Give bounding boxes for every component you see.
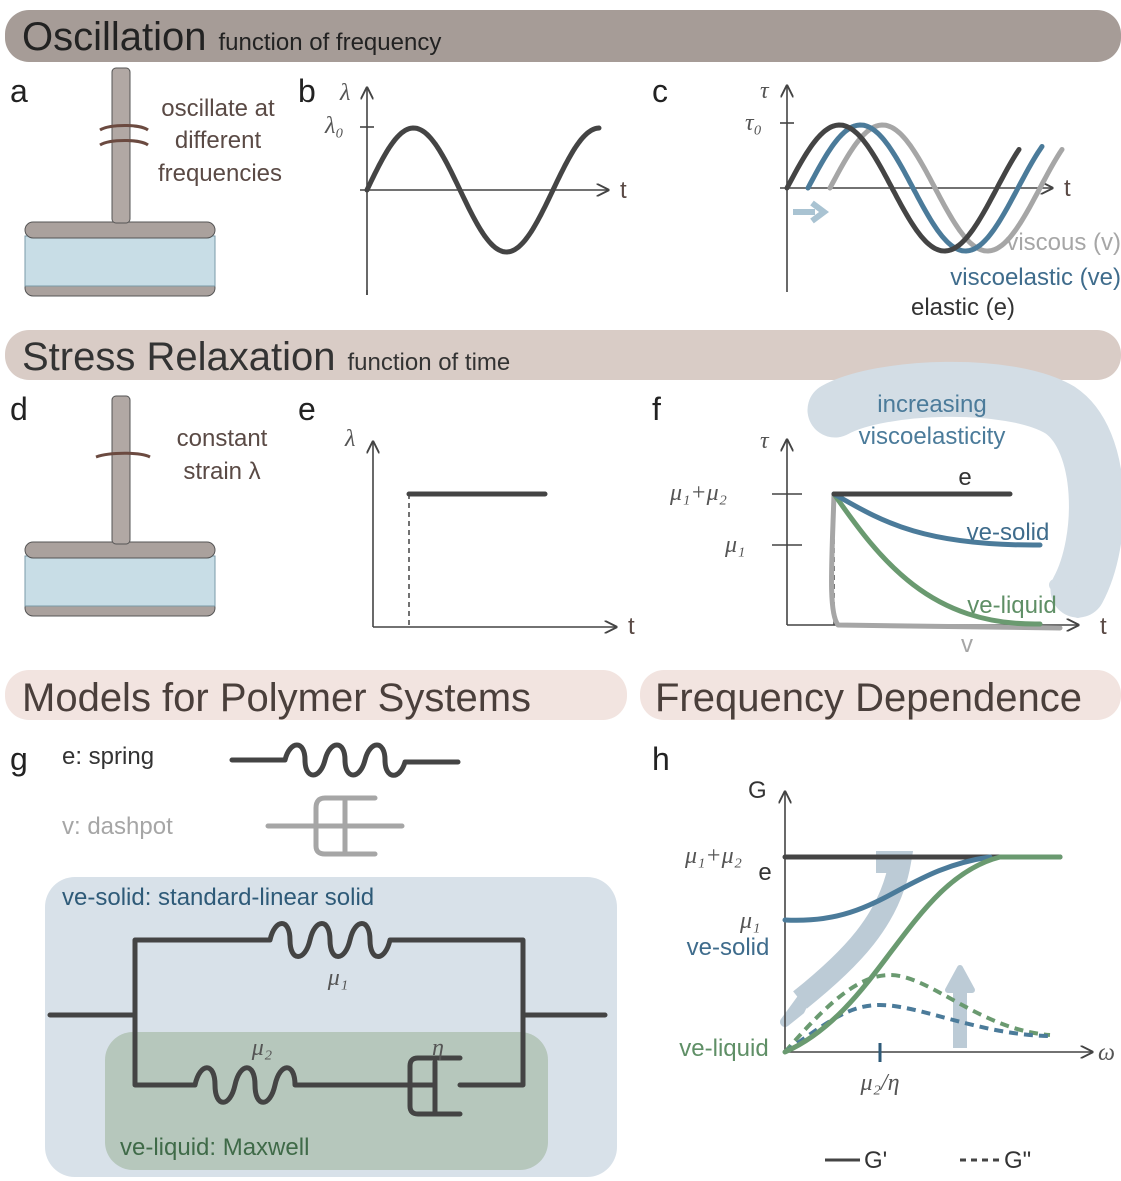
x-axis-label: t — [1064, 175, 1071, 202]
tick-label: λ₀ — [324, 113, 344, 139]
panel-letter: d — [10, 391, 28, 427]
label: different — [175, 127, 262, 154]
curve-label: viscoelastic (ve) — [950, 264, 1121, 291]
tick-label: μ₁ — [724, 532, 745, 558]
tick-label: μ₁+μ₂ — [669, 480, 727, 506]
figure: Oscillation function of frequency Stress … — [0, 0, 1121, 1181]
section-title: Frequency Dependence — [655, 676, 1082, 720]
arrow-label: increasing — [877, 391, 986, 418]
legend-label: G' — [864, 1147, 887, 1174]
label: constant — [177, 425, 268, 452]
dashpot-symbol — [268, 798, 402, 854]
legend-label: G" — [1004, 1147, 1031, 1174]
rod — [112, 396, 130, 544]
element-label: μ₂ — [251, 1035, 272, 1061]
sample — [25, 556, 215, 606]
curve-label: e — [958, 464, 971, 491]
element-label: η — [432, 1035, 444, 1061]
panel-letter: h — [652, 741, 670, 777]
title: Oscillation — [22, 15, 207, 59]
curve-label: ve-solid — [687, 934, 770, 961]
curve-label: v — [961, 631, 973, 658]
tick-label: μ₂/η — [860, 1070, 900, 1096]
trend-arrowhead — [948, 968, 972, 990]
panel-letter: c — [652, 73, 668, 109]
y-axis-label: τ — [760, 428, 770, 454]
curve-label: e — [758, 859, 771, 886]
x-axis-label: t — [628, 613, 635, 640]
y-axis-label: λ — [344, 426, 355, 452]
curve-label: ve-liquid — [679, 1035, 768, 1062]
sample — [25, 236, 215, 286]
curve-label: ve-solid — [967, 519, 1050, 546]
trend-arrow — [800, 862, 900, 1000]
section-title: Models for Polymer Systems — [22, 676, 531, 720]
tick-label: μ₁+μ₂ — [684, 843, 742, 869]
curve-label: ve-liquid — [967, 592, 1056, 619]
ve-liquid-storage — [785, 857, 1060, 1052]
x-axis-label: t — [620, 177, 627, 204]
subtitle: function of frequency — [219, 29, 442, 56]
panel-letter: e — [298, 391, 316, 427]
element-label: μ₁ — [327, 965, 348, 991]
legend-label: v: dashpot — [62, 813, 173, 840]
rod — [112, 68, 130, 223]
panel-letter: g — [10, 741, 28, 777]
tick-label: τ₀ — [745, 110, 762, 136]
plate — [25, 222, 215, 238]
y-axis-label: τ — [760, 78, 770, 104]
y-axis-label: G — [748, 777, 767, 804]
x-axis-label: ω — [1098, 1040, 1115, 1066]
panel-letter: a — [10, 73, 28, 109]
y-axis-label: λ — [339, 80, 350, 106]
panel-letter: b — [298, 73, 316, 109]
x-axis-label: t — [1100, 613, 1107, 640]
box-label: ve-liquid: Maxwell — [120, 1134, 309, 1161]
tick-label: μ₁ — [739, 908, 760, 934]
spring-symbol — [232, 745, 458, 775]
title: Stress Relaxation — [22, 335, 335, 379]
label: oscillate at — [161, 95, 275, 122]
label: frequencies — [158, 160, 282, 187]
legend-label: e: spring — [62, 743, 154, 770]
panel-letter: f — [652, 391, 661, 427]
subtitle: function of time — [347, 349, 510, 376]
curve-label: elastic (e) — [911, 294, 1015, 321]
box-label: ve-solid: standard-linear solid — [62, 884, 374, 911]
label: strain λ — [183, 458, 260, 485]
curve-label: viscous (v) — [1006, 229, 1121, 256]
arrow-label: viscoelasticity — [859, 423, 1006, 450]
